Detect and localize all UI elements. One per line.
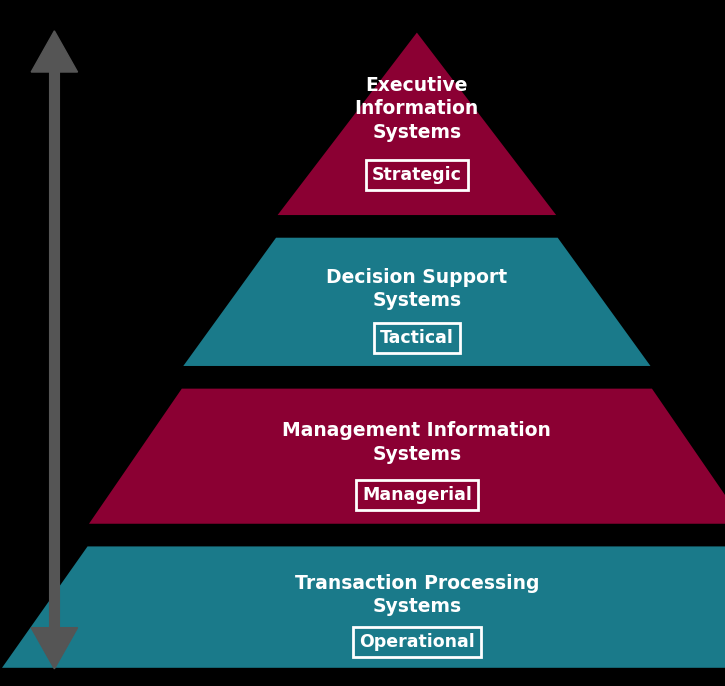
- Polygon shape: [31, 628, 78, 669]
- Text: Executive
Information
Systems: Executive Information Systems: [355, 75, 479, 142]
- Polygon shape: [181, 237, 652, 367]
- Text: Operational: Operational: [359, 632, 475, 651]
- Text: Decision Support
Systems: Decision Support Systems: [326, 268, 508, 310]
- Polygon shape: [276, 31, 558, 216]
- Text: Managerial: Managerial: [362, 486, 472, 504]
- Text: Management Information
Systems: Management Information Systems: [283, 421, 551, 464]
- Polygon shape: [0, 545, 725, 669]
- Polygon shape: [31, 31, 78, 72]
- Polygon shape: [87, 388, 725, 525]
- Text: Transaction Processing
Systems: Transaction Processing Systems: [294, 573, 539, 616]
- Text: Tactical: Tactical: [380, 329, 454, 347]
- Text: Strategic: Strategic: [372, 166, 462, 185]
